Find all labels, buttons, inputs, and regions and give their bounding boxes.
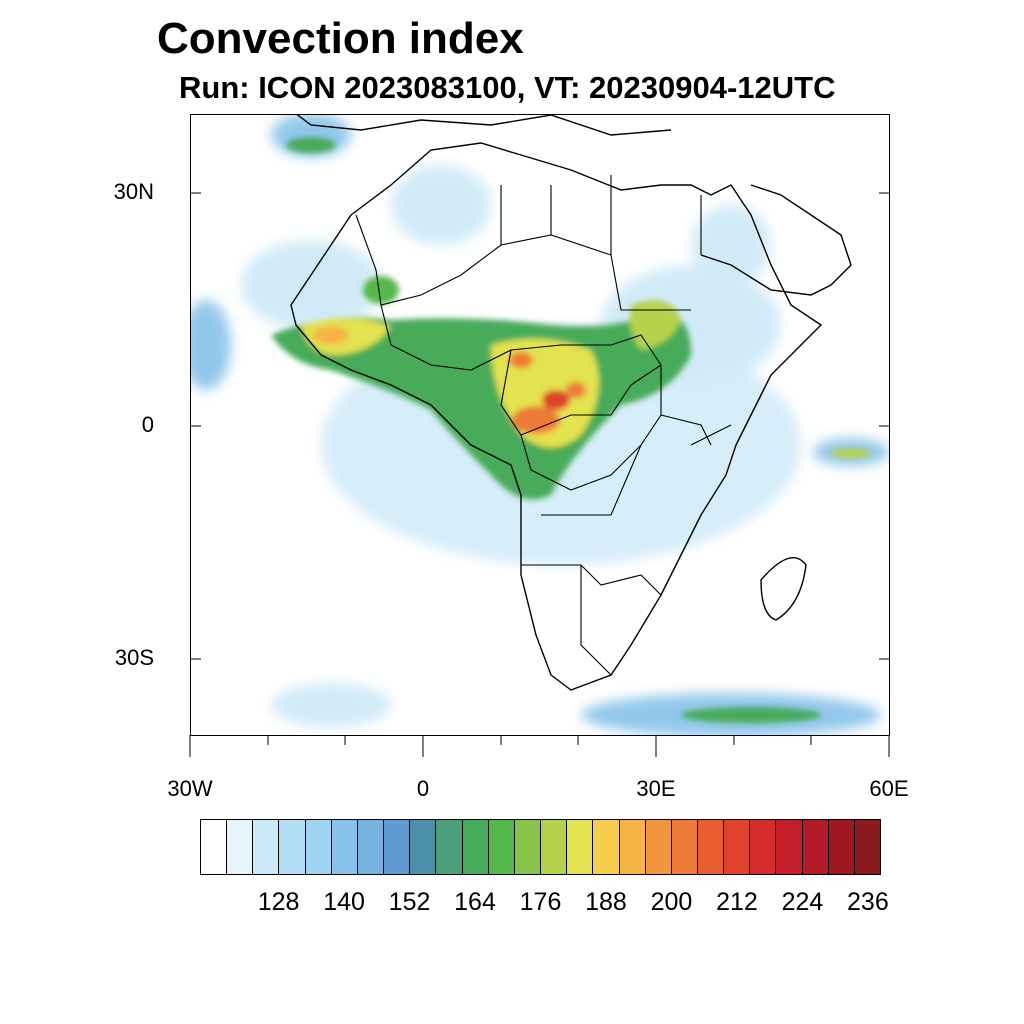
colorbar-tick-label: 128: [257, 888, 300, 916]
colorbar-segment: [436, 820, 463, 874]
colorbar-segment: [619, 820, 646, 874]
colorbar-segment: [514, 820, 542, 874]
lat-label-0: 0: [141, 412, 154, 437]
graticule: [191, 192, 889, 660]
colorbar-segment: [750, 820, 777, 874]
lon-label-30w: 30W: [167, 776, 213, 801]
colorbar-tick-label: 200: [650, 888, 693, 916]
x-axis-ticks: [189, 735, 890, 757]
map-svg: [191, 115, 889, 735]
convection-field: [191, 115, 889, 735]
lon-label-60e: 60E: [869, 776, 909, 801]
colorbar-segment: [541, 820, 568, 874]
country-borders: [355, 175, 732, 676]
colorbar-segment: [671, 820, 698, 874]
colorbar-segment: [384, 820, 411, 874]
colorbar-segment: [567, 820, 594, 874]
colorbar-segment: [331, 820, 358, 874]
colorbar-segment: [854, 820, 881, 874]
colorbar-tick-label: 188: [585, 888, 627, 916]
lat-label-30n: 30N: [113, 179, 154, 204]
colorbar-tick-label: 236: [847, 888, 889, 916]
colorbar-tick-label: 212: [716, 888, 758, 916]
map-panel: [190, 114, 890, 736]
colorbar: [200, 819, 881, 875]
colorbar-segment: [410, 820, 437, 874]
colorbar-segment: [462, 820, 489, 874]
colorbar-segment: [227, 820, 254, 874]
chart-subtitle: Run: ICON 2023083100, VT: 20230904-12UTC: [179, 70, 836, 105]
colorbar-tick-label: 152: [388, 888, 431, 916]
colorbar-tick-label: 164: [454, 888, 496, 916]
colorbar-segment: [488, 820, 515, 874]
colorbar-segment: [776, 820, 803, 874]
chart-title: Convection index: [157, 14, 524, 63]
colorbar-segment: [201, 820, 228, 874]
coastlines: [290, 115, 852, 691]
colorbar-segment: [253, 820, 280, 874]
colorbar-tick-label: 140: [323, 888, 365, 916]
lat-label-30s: 30S: [114, 645, 154, 670]
colorbar-tick-label: 176: [519, 888, 562, 916]
lon-label-30e: 30E: [636, 776, 676, 801]
colorbar-segment: [802, 820, 829, 874]
colorbar-tick-label: 224: [781, 888, 824, 916]
colorbar-segment: [645, 820, 672, 874]
colorbar-segment: [305, 820, 332, 874]
colorbar-segment: [357, 820, 385, 874]
colorbar-segment: [724, 820, 751, 874]
lon-label-0: 0: [416, 776, 430, 801]
colorbar-segment: [593, 820, 620, 874]
colorbar-segment: [828, 820, 855, 874]
colorbar-segment: [279, 820, 306, 874]
colorbar-segment: [697, 820, 725, 874]
